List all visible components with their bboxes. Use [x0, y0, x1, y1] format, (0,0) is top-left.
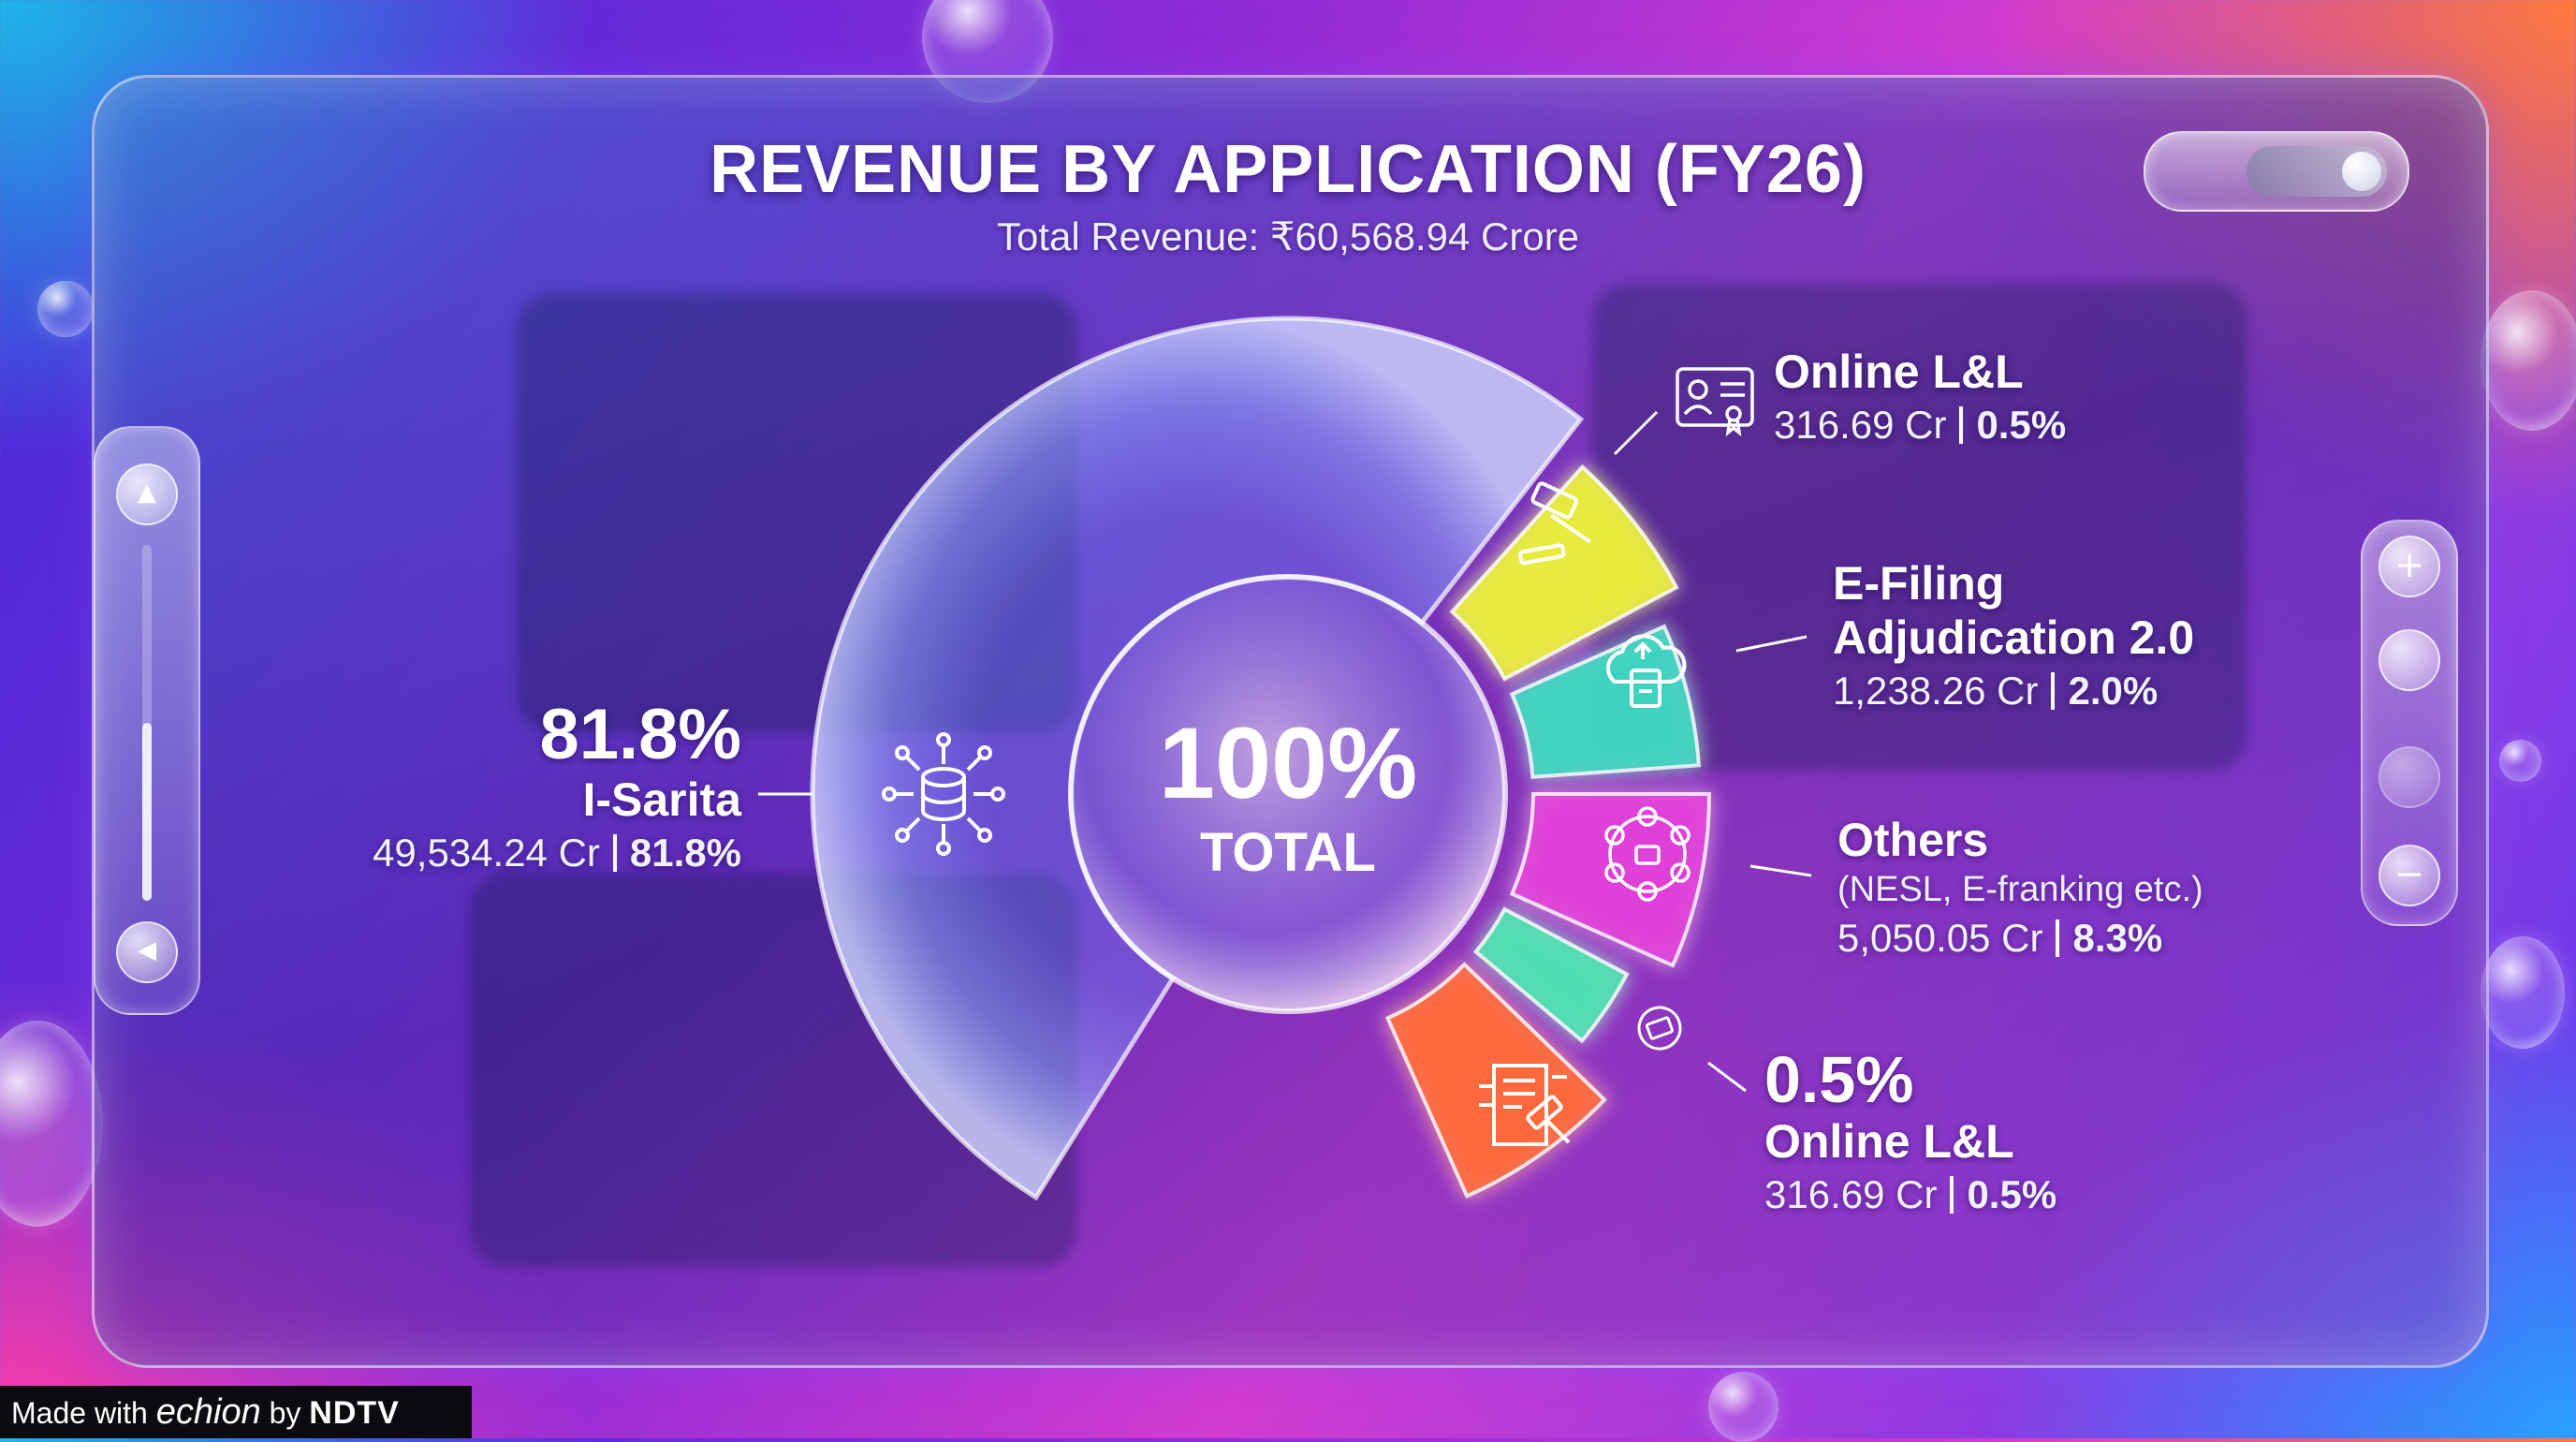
slice-value: 316.69 Cr 0.5% [1764, 1172, 2057, 1216]
leader-line [1707, 1061, 1747, 1093]
zoom-in-button[interactable]: + [2378, 536, 2440, 597]
leader-line [1735, 635, 1808, 653]
slice-name: I-Sarita [582, 773, 741, 826]
zoom-out-button[interactable]: − [2378, 845, 2440, 906]
toggle-knob[interactable] [2342, 152, 2381, 191]
label-online-ll-bottom: 0.5% Online L&L 316.69 Cr 0.5% [1764, 1045, 2056, 1221]
leader-line [1749, 864, 1812, 877]
scroll-up-button[interactable]: ▲ [116, 464, 178, 525]
zoom-level-button[interactable] [2378, 746, 2440, 808]
slice-online-ll [1449, 464, 1679, 682]
cloud-upload-document-icon [1606, 634, 1687, 708]
footer-by: by [269, 1396, 301, 1430]
chart-subtitle: Total Revenue: ₹60,568.94 Crore [996, 214, 1580, 258]
footer-credit: Made with echion by NDTV [0, 1386, 472, 1438]
network-people-icon [1604, 806, 1690, 902]
label-i-sarita: 81.8% I-Sarita 49,534.24 Cr 81.8% [373, 698, 741, 879]
scroll-thumb[interactable] [142, 723, 152, 901]
slice-percent-big: 0.5% [1764, 1043, 1914, 1116]
document-certificate-icon [1676, 367, 1754, 437]
slice-name: Others [1837, 814, 1989, 866]
slice-value: 49,534.24 Cr 81.8% [373, 831, 741, 875]
slice-name: Online L&L [1764, 1115, 2014, 1168]
footer-partner: NDTV [309, 1395, 400, 1431]
zoom-level-button[interactable] [2378, 629, 2440, 691]
label-others: Others (NESL, E-franking etc.) 5,050.05 … [1837, 813, 2203, 964]
view-toggle[interactable] [2144, 131, 2409, 212]
center-value: 100% [1159, 706, 1417, 819]
label-e-filing: E-Filing Adjudication 2.0 1,238.26 Cr 2.0… [1833, 556, 2263, 717]
center-label: TOTAL [1200, 822, 1376, 883]
slice-online-ll-2 [1472, 906, 1630, 1044]
decorative-bubble [1708, 1372, 1778, 1442]
slice-name: E-Filing Adjudication 2.0 [1833, 557, 2195, 664]
slice-note: (NESL, E-franking etc.) [1837, 870, 2203, 909]
zoom-control[interactable]: + − [2361, 520, 2458, 926]
gavel-icon [1517, 481, 1591, 566]
decorative-bubble [2499, 740, 2541, 782]
label-online-ll-top: Online L&L 316.69 Cr 0.5% [1774, 345, 2066, 451]
monitor-icon [1637, 1006, 1682, 1051]
document-gavel-icon [1479, 1064, 1571, 1146]
footer-brand: echion [155, 1392, 261, 1432]
slice-value: 316.69 Cr 0.5% [1774, 403, 2067, 447]
leader-line [1613, 410, 1659, 456]
decorative-bubble [2481, 290, 2576, 431]
left-scroll-control[interactable]: ▲ ◀ [94, 426, 200, 1015]
slice-percent-big: 81.8% [539, 695, 742, 774]
footer-made-with: Made with [11, 1396, 148, 1430]
decorative-bubble [0, 1021, 103, 1227]
scroll-left-button[interactable]: ◀ [116, 921, 178, 983]
scroll-track[interactable] [142, 545, 152, 901]
slice-e-filing [1509, 624, 1702, 779]
slice-name: Online L&L [1774, 346, 2024, 398]
slice-value: 5,050.05 Cr 8.3% [1837, 916, 2163, 960]
decorative-bubble [37, 281, 94, 337]
background-card [1592, 284, 2247, 771]
slice-extra [1384, 962, 1607, 1199]
slice-value: 1,238.26 Cr 2.0% [1833, 669, 2159, 713]
decorative-bubble [2481, 936, 2565, 1049]
database-network-icon [882, 732, 1005, 856]
chart-title: REVENUE BY APPLICATION (FY26) [710, 132, 1866, 207]
center-disc [1068, 574, 1508, 1014]
